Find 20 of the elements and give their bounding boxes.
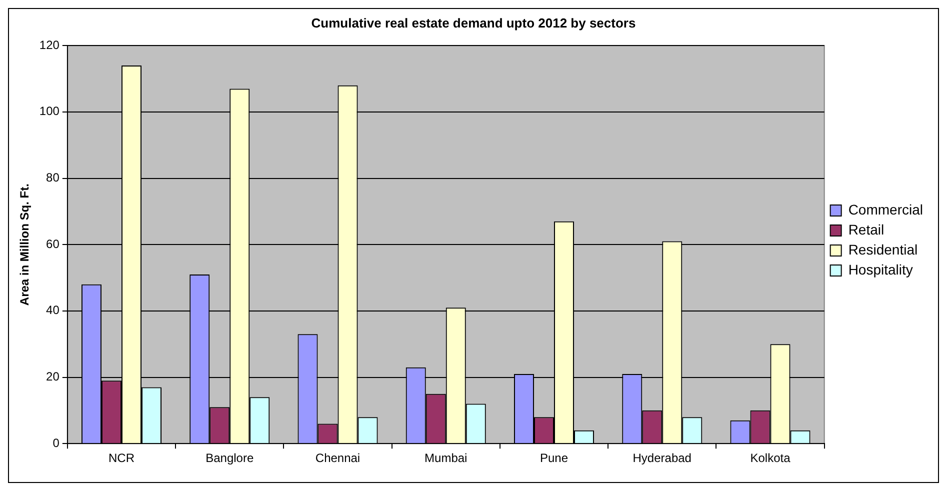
x-tick-label: Hyderabad bbox=[632, 451, 692, 466]
legend-label: Commercial bbox=[848, 201, 924, 218]
x-tick-label: Kolkota bbox=[750, 451, 791, 466]
x-tick-label: Pune bbox=[540, 451, 568, 466]
x-tick-label: Banglore bbox=[206, 451, 254, 466]
y-tick-label: 120 bbox=[39, 38, 60, 52]
legend-label: Hospitality bbox=[848, 261, 913, 278]
y-tick-label: 40 bbox=[46, 303, 60, 318]
y-tick-label: 60 bbox=[46, 236, 60, 251]
legend-label: Residential bbox=[848, 241, 918, 258]
y-tick-label: 100 bbox=[39, 104, 60, 118]
x-tick-label: Chennai bbox=[315, 451, 360, 466]
x-tick-label: NCR bbox=[108, 451, 135, 466]
y-tick-label: 20 bbox=[46, 370, 60, 384]
legend-label: Retail bbox=[848, 221, 884, 238]
y-axis-title: Area in Million Sq. Ft. bbox=[18, 184, 32, 306]
chart-title: Cumulative real estate demand upto 2012 by sectors bbox=[311, 15, 636, 30]
y-tick-label: 0 bbox=[52, 436, 60, 450]
y-tick-label: 80 bbox=[46, 170, 60, 185]
x-tick-label: Mumbai bbox=[424, 451, 468, 466]
